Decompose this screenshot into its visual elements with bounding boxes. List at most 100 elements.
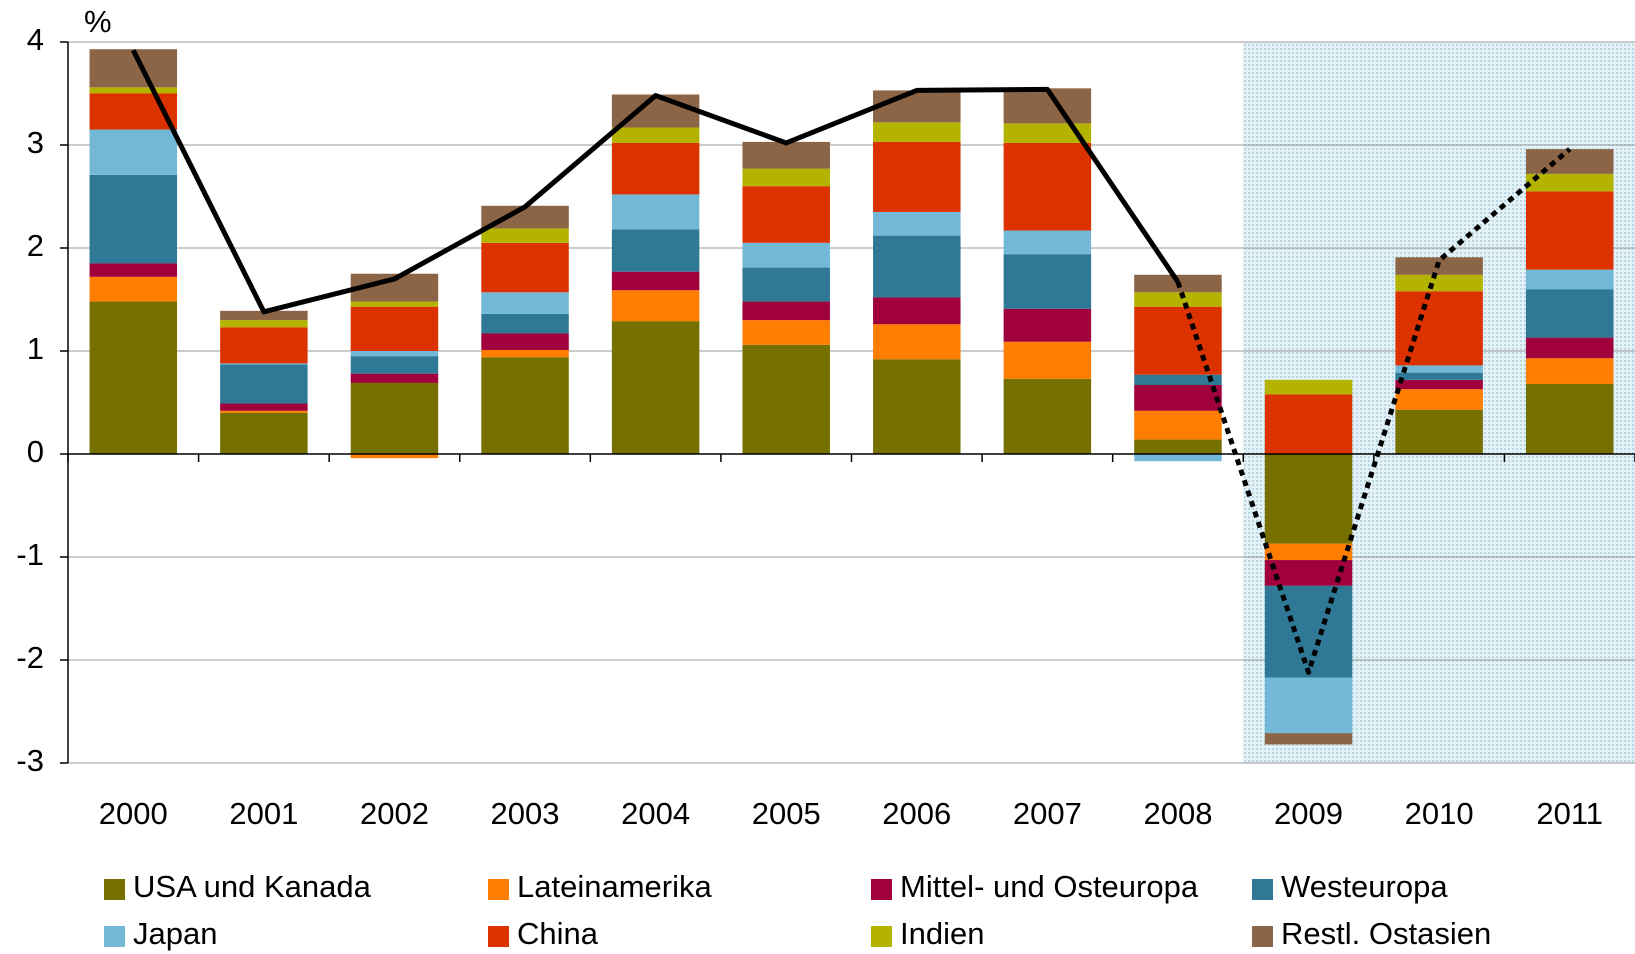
bar-segment bbox=[611, 127, 700, 143]
bar-segment bbox=[1525, 383, 1614, 454]
bar-segment bbox=[350, 306, 439, 351]
bar-segment bbox=[873, 122, 961, 142]
legend-swatch bbox=[104, 879, 125, 900]
bar-segment bbox=[89, 276, 178, 302]
bar-segment bbox=[1003, 341, 1092, 379]
total-line bbox=[131, 49, 1181, 315]
bar-segment bbox=[742, 267, 830, 302]
bar-segment bbox=[481, 333, 569, 350]
bar-segment bbox=[1134, 374, 1222, 385]
x-tick-label: 2006 bbox=[882, 796, 951, 831]
bar-segment bbox=[1134, 454, 1222, 462]
bar-segment bbox=[89, 301, 178, 454]
bar-segment bbox=[1395, 291, 1483, 366]
bar-segment bbox=[742, 320, 830, 345]
bar-segment bbox=[481, 357, 569, 454]
bar-segment bbox=[1264, 543, 1353, 561]
bar-segment bbox=[220, 363, 308, 365]
legend-swatch bbox=[104, 926, 125, 947]
legend-label: Japan bbox=[133, 916, 217, 951]
bar-segment bbox=[1264, 733, 1353, 745]
legend-swatch bbox=[871, 879, 892, 900]
x-tick-label: 2004 bbox=[621, 796, 690, 831]
bar-segment bbox=[350, 351, 439, 357]
bar-segment bbox=[1003, 142, 1092, 231]
bar-segment bbox=[1003, 308, 1092, 342]
bar-segment bbox=[611, 142, 700, 195]
x-tick-label: 2010 bbox=[1405, 796, 1474, 831]
bar-segment bbox=[481, 292, 569, 314]
bar-segment bbox=[1264, 454, 1353, 544]
legend-label: Westeuropa bbox=[1281, 869, 1448, 904]
legend-swatch bbox=[488, 926, 509, 947]
x-tick-label: 2003 bbox=[491, 796, 560, 831]
bar-segment bbox=[1003, 378, 1092, 454]
y-tick-label: 0 bbox=[27, 434, 44, 469]
bar-segment bbox=[220, 320, 308, 328]
y-tick-label: 2 bbox=[27, 228, 44, 263]
bar-segment bbox=[1003, 254, 1092, 309]
bar-segment bbox=[873, 297, 961, 325]
bar-segment bbox=[220, 412, 308, 454]
bar-segment bbox=[481, 313, 569, 334]
bar-segment bbox=[220, 410, 308, 413]
bar-segment bbox=[220, 310, 308, 321]
bar-segment bbox=[1395, 365, 1483, 373]
bar-segment bbox=[1264, 677, 1353, 734]
bar-segment bbox=[350, 373, 439, 383]
x-tick-label: 2008 bbox=[1143, 796, 1212, 831]
bar-segment bbox=[1395, 274, 1483, 292]
bar-segment bbox=[1264, 379, 1353, 395]
bar-segment bbox=[1525, 149, 1614, 174]
bar-segment bbox=[873, 235, 961, 298]
bar-segment bbox=[220, 403, 308, 411]
bar-segment bbox=[350, 301, 439, 307]
legend-swatch bbox=[871, 926, 892, 947]
bar-segment bbox=[1134, 439, 1222, 454]
bar-segment bbox=[1525, 173, 1614, 192]
bar-segment bbox=[742, 301, 830, 321]
bar-segment bbox=[742, 242, 830, 268]
bar-segment bbox=[1134, 306, 1222, 375]
bar-segment bbox=[611, 290, 700, 322]
y-tick-label: 3 bbox=[27, 125, 44, 160]
y-tick-label: 1 bbox=[27, 331, 44, 366]
legend-label: Lateinamerika bbox=[517, 869, 712, 904]
bar-segment bbox=[611, 321, 700, 454]
bar-segment bbox=[1264, 394, 1353, 454]
bar-segment bbox=[350, 454, 439, 459]
bar-segment bbox=[89, 129, 178, 175]
x-tick-label: 2005 bbox=[752, 796, 821, 831]
y-tick-label: -2 bbox=[16, 640, 44, 675]
bar-segment bbox=[1395, 389, 1483, 410]
bar-segment bbox=[1525, 191, 1614, 270]
bar-segment bbox=[1003, 88, 1092, 124]
bar-segment bbox=[873, 90, 961, 123]
bar-segment bbox=[1134, 410, 1222, 440]
bar-segment bbox=[481, 349, 569, 358]
bar-segment bbox=[742, 186, 830, 243]
x-tick-label: 2009 bbox=[1274, 796, 1343, 831]
total-line bbox=[1175, 147, 1572, 675]
bar-segment bbox=[742, 141, 830, 169]
bar-segment bbox=[1264, 585, 1353, 678]
legend-swatch bbox=[488, 879, 509, 900]
legend-label: USA und Kanada bbox=[133, 869, 372, 904]
bar-segment bbox=[1525, 337, 1614, 359]
bar-segment bbox=[1003, 123, 1092, 143]
bar-segment bbox=[873, 359, 961, 454]
bar-segment bbox=[742, 344, 830, 454]
y-tick-label: 4 bbox=[27, 22, 44, 57]
bar-segment bbox=[1003, 230, 1092, 255]
bar-segment bbox=[1525, 269, 1614, 290]
bar-segment bbox=[350, 356, 439, 374]
bar-segment bbox=[350, 382, 439, 454]
bar-segment bbox=[1525, 289, 1614, 338]
bar-segment bbox=[89, 87, 178, 94]
bar-segment bbox=[1134, 292, 1222, 307]
bar-segment bbox=[89, 174, 178, 264]
bar-segment bbox=[481, 228, 569, 243]
legend-label: Mittel- und Osteuropa bbox=[900, 869, 1199, 904]
bar-segment bbox=[1395, 372, 1483, 380]
